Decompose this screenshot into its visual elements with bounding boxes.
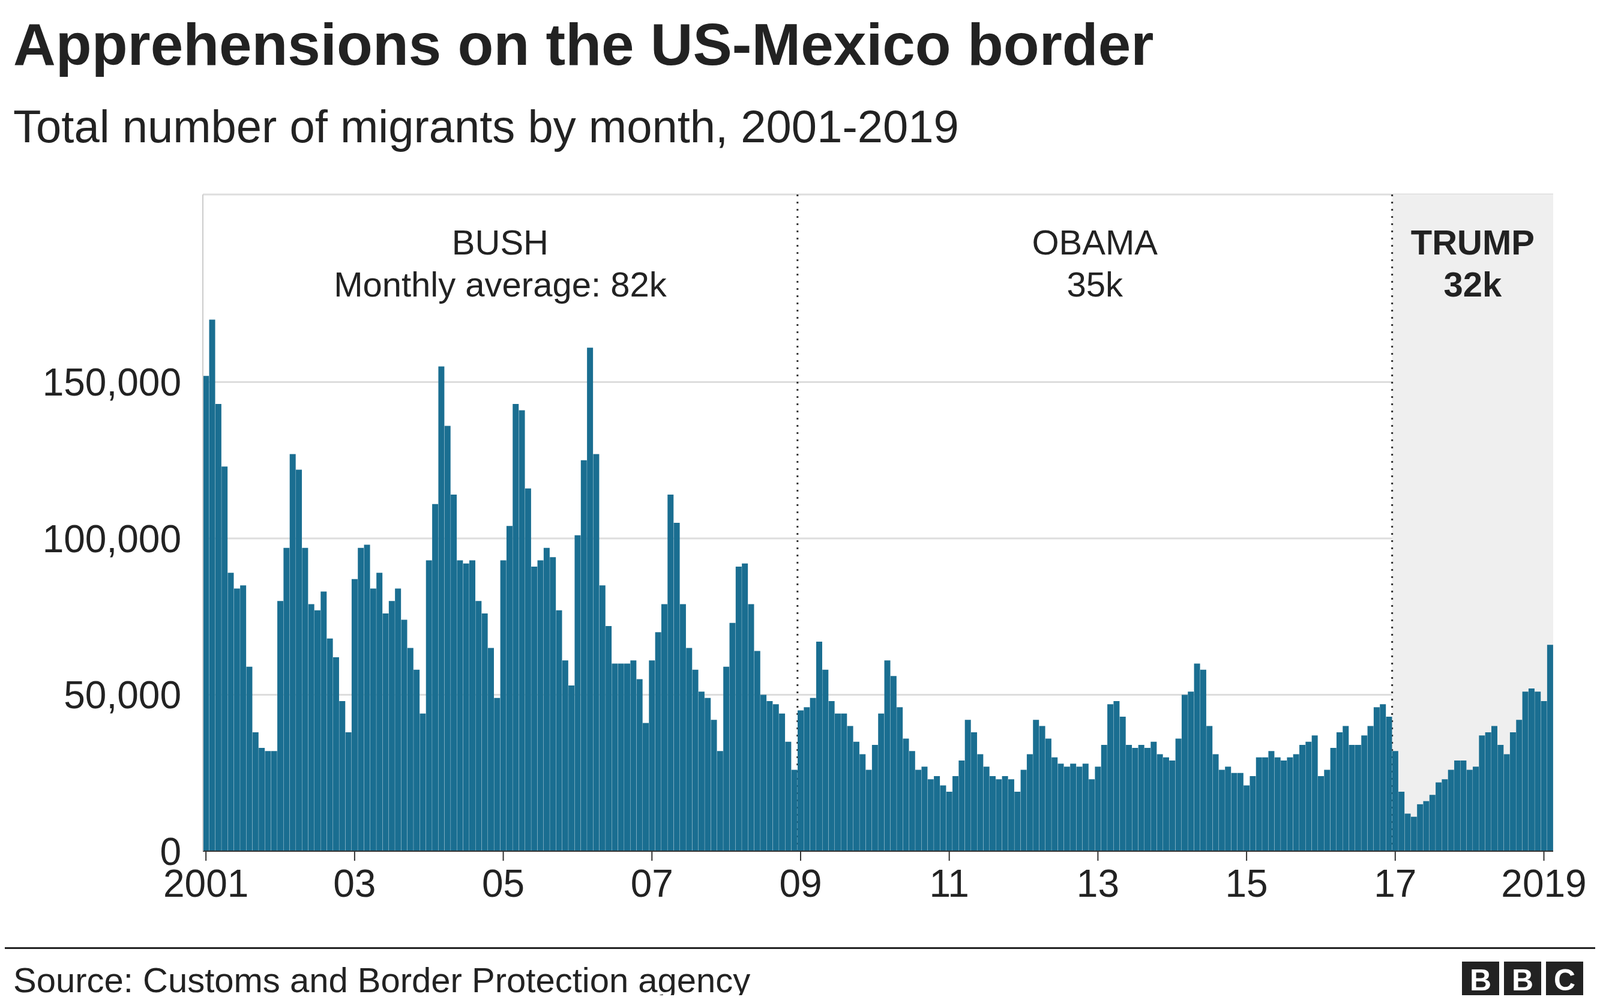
- svg-text:32k: 32k: [1443, 264, 1503, 304]
- svg-text:35k: 35k: [1066, 264, 1124, 304]
- svg-text:07: 07: [630, 861, 674, 906]
- svg-text:2019: 2019: [1500, 861, 1587, 906]
- svg-text:09: 09: [778, 861, 822, 906]
- svg-text:Monthly average: 82k: Monthly average: 82k: [333, 264, 668, 304]
- svg-text:2001: 2001: [163, 861, 249, 906]
- svg-text:13: 13: [1076, 861, 1120, 906]
- svg-text:11: 11: [929, 861, 969, 906]
- svg-text:17: 17: [1373, 861, 1417, 906]
- html-text:Total number of migrants by mo: Total number of migrants by month, 2001-…: [13, 100, 959, 152]
- svg-text:OBAMA: OBAMA: [1031, 222, 1158, 262]
- svg-text:100,000: 100,000: [42, 517, 182, 561]
- svg-text:05: 05: [481, 861, 525, 906]
- svg-text:50,000: 50,000: [63, 673, 182, 717]
- html-text:Apprehensions on the US-Mexico: Apprehensions on the US-Mexico border: [13, 11, 1154, 78]
- svg-text:BUSH: BUSH: [451, 222, 549, 262]
- svg-text:TRUMP: TRUMP: [1410, 222, 1535, 262]
- svg-text:15: 15: [1225, 861, 1269, 906]
- svg-text:150,000: 150,000: [42, 360, 182, 404]
- svg-text:03: 03: [333, 861, 376, 906]
- svg-text:0: 0: [159, 830, 182, 874]
